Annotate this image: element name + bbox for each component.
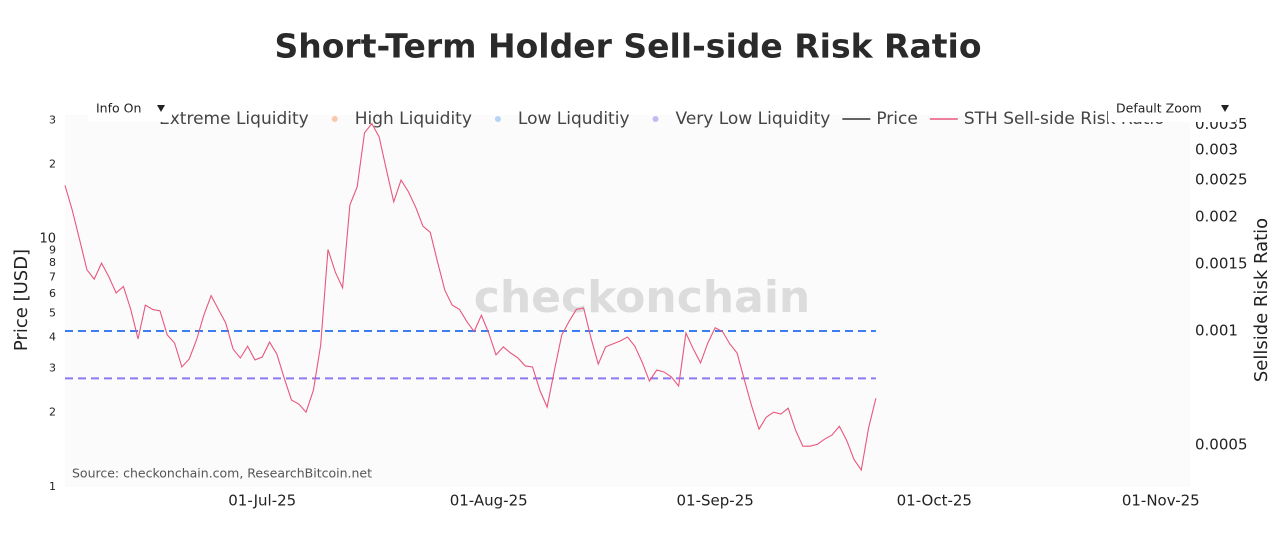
plot-area	[65, 115, 1190, 487]
button-arrow	[1221, 105, 1229, 112]
legend-marker	[652, 116, 659, 122]
info-dropdown[interactable]: Info On	[88, 97, 172, 122]
x-tick-label: 01-Nov-25	[1122, 492, 1200, 510]
y2-tick-label: 0.002	[1195, 207, 1238, 225]
legend-label: Price	[876, 109, 917, 129]
zoom-dropdown[interactable]: Default Zoom	[1108, 97, 1236, 122]
y2-tick-label: 0.001	[1195, 322, 1238, 340]
legend-label: High Liquidity	[355, 109, 472, 129]
legend-label: Low Liquditiy	[518, 109, 630, 129]
y-tick-label: 3	[49, 114, 56, 127]
y-tick-label: 6	[49, 287, 56, 300]
y2-tick-label: 0.0025	[1195, 171, 1248, 189]
x-tick-label: 01-Jul-25	[228, 492, 296, 510]
legend-label: Very Low Liquidity	[676, 109, 831, 129]
y-tick-label: 4	[49, 331, 56, 344]
y2-axis-title: Sellside Risk Ratio	[1251, 218, 1272, 382]
y2-tick-label: 0.003	[1195, 140, 1238, 158]
y-tick-label: 7	[49, 270, 56, 283]
button-box	[88, 97, 172, 122]
chart-title: Short-Term Holder Sell-side Risk Ratio	[274, 27, 981, 66]
button-box	[1108, 97, 1236, 122]
series-line	[64, 122, 877, 472]
y-tick-label: 1	[49, 480, 56, 493]
y2-tick-label: 0.0015	[1195, 255, 1248, 273]
legend-label: Extreme Liquidity	[159, 109, 309, 129]
legend-marker	[331, 116, 338, 122]
x-tick-label: 01-Sep-25	[677, 492, 754, 510]
x-tick-label: 01-Oct-25	[897, 492, 972, 510]
y-tick-label: 8	[49, 256, 56, 269]
y-tick-label: 2	[49, 157, 56, 170]
button-arrow	[157, 105, 165, 112]
legend-marker	[494, 116, 501, 122]
y-axis-title: Price [USD]	[11, 249, 32, 351]
y-tick-label: 3	[49, 362, 56, 375]
y-tick-label: 9	[49, 243, 56, 256]
x-tick-label: 01-Aug-25	[450, 492, 528, 510]
button-label: Default Zoom	[1116, 101, 1202, 116]
y2-tick-label: 0.0005	[1195, 436, 1248, 454]
y-tick-label: 5	[49, 307, 56, 320]
button-label: Info On	[96, 101, 141, 116]
source-note: Source: checkonchain.com, ResearchBitcoi…	[72, 466, 372, 481]
y-tick-label: 2	[49, 405, 56, 418]
watermark: checkonchain	[474, 272, 810, 323]
y-tick-label: 10	[39, 231, 56, 246]
